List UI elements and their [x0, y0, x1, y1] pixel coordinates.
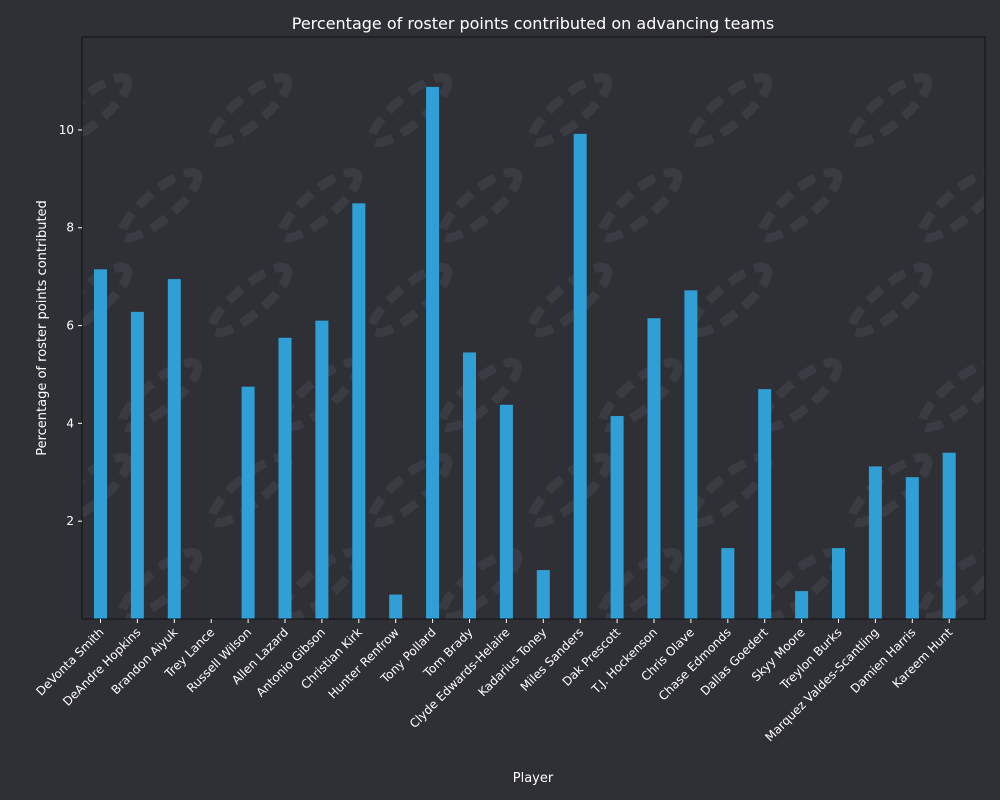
watermark-mark: [82, 452, 133, 528]
bar-russell-wilson: [241, 386, 255, 619]
x-axis-label: Player: [513, 771, 554, 786]
bar-brandon-aiyuk: [167, 279, 181, 619]
watermark-mark: [527, 452, 613, 528]
watermark-mark: [757, 357, 843, 433]
watermark-mark: [527, 72, 613, 148]
watermark-mark: [367, 262, 453, 338]
bar-chase-edmonds: [721, 548, 735, 619]
watermark-mark: [847, 262, 933, 338]
x-tick-label: Brandon Aiyuk: [109, 625, 181, 697]
y-tick-label: 6: [66, 319, 74, 333]
bar-devonta-smith: [94, 269, 107, 619]
y-axis: 2 4 6 8 10: [59, 123, 82, 528]
bar-miles-sanders: [573, 133, 587, 619]
watermark-mark: [597, 167, 683, 243]
watermark-mark: [367, 452, 453, 528]
bar-kareem-hunt: [942, 452, 956, 619]
watermark-mark: [917, 167, 985, 243]
watermark-mark: [277, 167, 363, 243]
bar-marquez-valdes-scantling: [868, 466, 882, 619]
bar-kadarius-toney: [536, 570, 550, 619]
bar-hunter-renfrow: [389, 594, 403, 619]
bar-t-j-hockenson: [647, 318, 661, 619]
bar-allen-lazard: [278, 337, 292, 619]
chart-title: Percentage of roster points contributed …: [292, 14, 775, 33]
watermark-mark: [437, 167, 523, 243]
bar-skyy-moore: [795, 591, 809, 619]
watermark-mark: [117, 167, 203, 243]
watermark-mark: [367, 72, 453, 148]
watermark-mark: [597, 547, 683, 619]
y-tick-label: 8: [66, 221, 74, 235]
watermark-mark: [597, 357, 683, 433]
x-tick-label: Damien Harris: [848, 625, 919, 696]
bar-damien-harris: [905, 477, 919, 619]
watermark-mark: [917, 547, 985, 619]
x-tick-label: T.J. Hockenson: [588, 625, 660, 697]
watermark-mark: [687, 262, 773, 338]
watermark-mark: [117, 357, 203, 433]
watermark-mark: [687, 72, 773, 148]
bar-dallas-goedert: [758, 389, 772, 619]
bar-christian-kirk: [352, 203, 366, 620]
x-tick-label: Russell Wilson: [184, 625, 254, 695]
watermark-pattern: [82, 72, 985, 619]
plot-frame: [81, 36, 986, 620]
watermark-mark: [82, 72, 133, 148]
watermark-mark: [757, 167, 843, 243]
y-tick-label: 4: [66, 416, 74, 430]
watermark-mark: [117, 547, 203, 619]
bar-treylon-burks: [832, 548, 845, 619]
bar-tony-pollard: [426, 86, 440, 619]
watermark-mark: [847, 72, 933, 148]
y-axis-label: Percentage of roster points contributed: [35, 200, 50, 456]
watermark-mark: [917, 357, 985, 433]
y-tick-label: 2: [66, 514, 74, 528]
bar-tom-brady: [463, 352, 476, 619]
bar-dak-prescott: [610, 416, 624, 619]
bar-clyde-edwards-helaire: [499, 404, 513, 619]
watermark-mark: [847, 452, 933, 528]
watermark-mark: [207, 262, 293, 338]
watermark-mark: [207, 72, 293, 148]
y-tick-label: 10: [59, 123, 74, 137]
watermark-mark: [527, 262, 613, 338]
bar-chris-olave: [684, 290, 698, 619]
bar-deandre-hopkins: [130, 311, 144, 619]
watermark-mark: [82, 262, 133, 338]
bar-antonio-gibson: [315, 320, 329, 619]
bars-group: [94, 86, 956, 620]
